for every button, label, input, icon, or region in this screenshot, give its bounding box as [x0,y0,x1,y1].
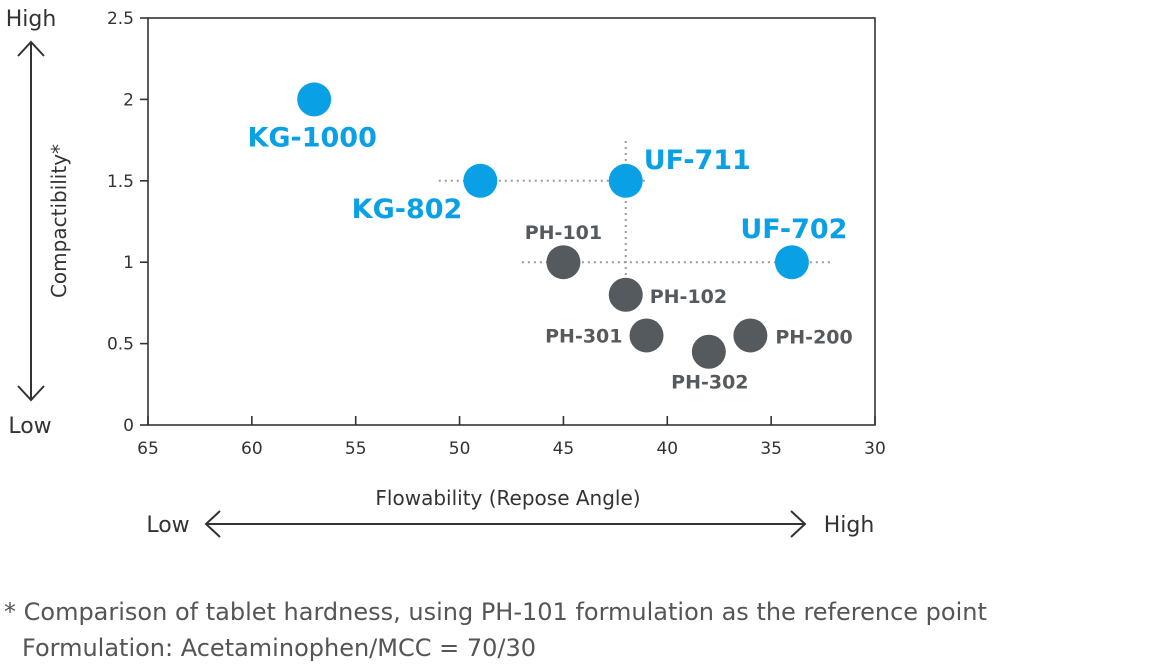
x-axis-ticks: 65 60 55 50 45 40 35 30 [137,416,886,459]
x-tick-label: 50 [449,439,471,459]
x-tick-label: 65 [137,439,159,459]
point-ph-101 [546,245,581,280]
footnote-reference: * Comparison of tablet hardness, using P… [4,598,987,626]
point-label-ph-302: PH-302 [671,372,748,394]
x-high-label: High [824,513,875,538]
x-tick-label: 35 [760,439,782,459]
point-label-uf-702: UF-702 [740,214,847,245]
y-high-label: High [6,7,57,32]
x-tick-label: 30 [864,439,886,459]
y-tick-label: 2 [123,90,134,110]
y-tick-label: 0 [123,416,134,436]
plot-frame [147,17,876,426]
y-tick-label: 0.5 [107,335,134,355]
x-tick-label: 40 [656,439,678,459]
point-kg-1000 [297,82,332,117]
y-tick-label: 1.5 [107,172,134,192]
y-axis-title: Compactibility* [47,144,71,298]
x-range-arrow [204,510,807,538]
data-points: KG-1000 KG-802 UF-711 UF-702 PH-101 PH-102 PH-… [247,82,853,394]
point-ph-102 [608,277,643,312]
footnote-formulation: Formulation: Acetaminophen/MCC = 70/30 [22,634,537,662]
point-label-ph-301: PH-301 [545,325,622,347]
x-tick-label: 55 [345,439,367,459]
point-uf-711 [608,163,643,198]
point-label-uf-711: UF-711 [644,145,751,176]
point-uf-702 [774,245,809,280]
y-tick-label: 2.5 [107,9,134,29]
y-range-arrow [17,40,45,402]
point-label-ph-200: PH-200 [775,326,852,348]
point-label-ph-101: PH-101 [525,222,602,244]
x-low-label: Low [146,513,189,538]
y-axis-ticks: 0 0.5 1 1.5 2 2.5 [107,9,148,436]
point-label-ph-102: PH-102 [650,286,727,308]
y-low-label: Low [8,414,51,439]
y-tick-label: 1 [123,253,134,273]
point-label-kg-1000: KG-1000 [247,122,376,153]
x-axis-title: Flowability (Repose Angle) [375,486,640,510]
point-ph-301 [629,318,664,353]
point-ph-200 [733,318,768,353]
point-ph-302 [691,334,726,369]
scatter-chart: 00.511.522.5 65 60 55 50 45 40 35 30 KG-1000KG-… [6,7,886,538]
x-tick-label: 45 [553,439,575,459]
point-label-kg-802: KG-802 [352,194,463,225]
x-tick-label: 60 [241,439,263,459]
point-kg-802 [463,163,498,198]
